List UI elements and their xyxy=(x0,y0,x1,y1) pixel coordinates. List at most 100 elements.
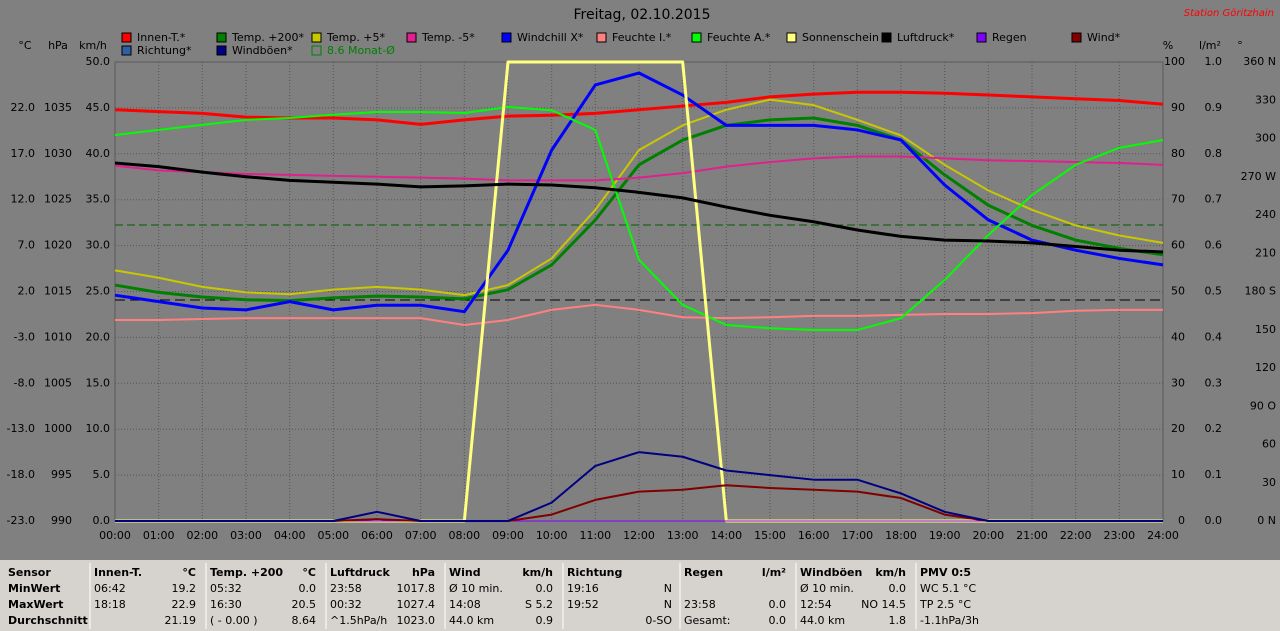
table-cell: 16:30 xyxy=(210,598,242,611)
x-tick-label: 08:00 xyxy=(448,529,480,542)
y-tick-label: 1020 xyxy=(44,239,72,252)
x-tick-label: 19:00 xyxy=(929,529,961,542)
table-cell: °C xyxy=(182,566,196,579)
y-tick-label: -18.0 xyxy=(7,468,35,481)
table-cell: ^1.5hPa/h xyxy=(330,614,387,627)
x-tick-label: 10:00 xyxy=(536,529,568,542)
legend-label: Windböen* xyxy=(232,44,293,57)
legend-label: Regen xyxy=(992,31,1027,44)
series-line xyxy=(115,303,1163,327)
y-tick-label: 40 xyxy=(1171,330,1185,343)
y-tick-label: 1030 xyxy=(44,147,72,160)
legend-label: 8.6 Monat-Ø xyxy=(327,44,395,57)
legend-label: Feuchte I.* xyxy=(612,31,672,44)
y-tick-label: 45.0 xyxy=(86,101,111,114)
y-tick-label: 1010 xyxy=(44,330,72,343)
axis-unit: km/h xyxy=(79,39,107,52)
y-tick-label: 90 O xyxy=(1250,399,1276,412)
legend-label: Windchill X* xyxy=(517,31,584,44)
table-cell: 19:52 xyxy=(567,598,599,611)
legend-swatch xyxy=(216,45,227,56)
table-cell: 0.0 xyxy=(299,582,317,595)
legend-label: Feuchte A.* xyxy=(707,31,771,44)
table-cell: 20.5 xyxy=(292,598,317,611)
y-tick-label: 150 xyxy=(1255,323,1276,336)
table-cell: 0.0 xyxy=(536,582,554,595)
table-cell: 12:54 xyxy=(800,598,832,611)
y-tick-label: 10 xyxy=(1171,468,1185,481)
table-cell: 0.0 xyxy=(769,598,787,611)
y-tick-label: 0.0 xyxy=(93,514,111,527)
table-cell: °C xyxy=(302,566,316,579)
y-tick-label: 50 xyxy=(1171,285,1185,298)
x-tick-label: 23:00 xyxy=(1103,529,1135,542)
legend-label: Temp. +5* xyxy=(326,31,386,44)
table-cell: 0.0 xyxy=(889,582,907,595)
legend-swatch xyxy=(1071,32,1082,43)
legend-swatch xyxy=(976,32,987,43)
table-cell: 0.9 xyxy=(536,614,554,627)
y-tick-label: 995 xyxy=(51,468,72,481)
y-tick-label: 15.0 xyxy=(86,376,111,389)
table-cell: MinWert xyxy=(8,582,60,595)
y-tick-label: -23.0 xyxy=(7,514,35,527)
table-cell: Luftdruck xyxy=(330,566,391,579)
y-tick-label: 17.0 xyxy=(11,147,36,160)
y-tick-label: 270 W xyxy=(1241,170,1276,183)
table-cell: Richtung xyxy=(567,566,622,579)
table-cell: Regen xyxy=(684,566,723,579)
table-cell: Sensor xyxy=(8,566,51,579)
y-tick-label: 25.0 xyxy=(86,285,111,298)
table-cell: 18:18 xyxy=(94,598,126,611)
y-tick-label: 22.0 xyxy=(11,101,36,114)
x-tick-label: 24:00 xyxy=(1147,529,1179,542)
stats-table: Sensor MinWert MaxWert Durchschnitt Innen-T.… xyxy=(8,563,979,629)
y-tick-label: 20.0 xyxy=(86,330,111,343)
legend-label: Richtung* xyxy=(137,44,192,57)
y-tick-label: 990 xyxy=(51,514,72,527)
station-name: Station Göritzhain xyxy=(1184,8,1274,19)
y-tick-label: 1000 xyxy=(44,422,72,435)
chart-title: Freitag, 02.10.2015 xyxy=(574,7,711,23)
y-tick-label: 20 xyxy=(1171,422,1185,435)
x-tick-label: 05:00 xyxy=(317,529,349,542)
y-tick-label: -13.0 xyxy=(7,422,35,435)
series-line xyxy=(114,71,1164,314)
y-tick-label: -8.0 xyxy=(14,376,35,389)
table-cell: Ø 10 min. xyxy=(449,582,503,595)
table-cell: Durchschnitt xyxy=(8,614,88,627)
axis-unit: l/m² xyxy=(1199,39,1221,52)
table-cell: 8.64 xyxy=(292,614,317,627)
table-cell: 06:42 xyxy=(94,582,126,595)
legend-swatch xyxy=(406,32,417,43)
y-tick-label: 0.9 xyxy=(1205,101,1223,114)
table-cell: ( - 0.00 ) xyxy=(210,614,258,627)
y-tick-label: 10.0 xyxy=(86,422,111,435)
x-tick-label: 02:00 xyxy=(186,529,218,542)
x-tick-label: 21:00 xyxy=(1016,529,1048,542)
y-tick-label: 0.7 xyxy=(1205,193,1223,206)
x-tick-label: 04:00 xyxy=(274,529,306,542)
legend-label: Luftdruck* xyxy=(897,31,955,44)
y-tick-label: 70 xyxy=(1171,193,1185,206)
y-tick-label: 90 xyxy=(1171,101,1185,114)
legend-label: Temp. -5* xyxy=(421,31,475,44)
axis-unit: hPa xyxy=(48,39,68,52)
x-tick-label: 14:00 xyxy=(710,529,742,542)
y-tick-label: 0.1 xyxy=(1205,468,1223,481)
table-cell: 19:16 xyxy=(567,582,599,595)
axis-unit: ° xyxy=(1237,39,1243,52)
x-tick-label: 01:00 xyxy=(143,529,175,542)
y-tick-label: 40.0 xyxy=(86,147,111,160)
y-tick-label: 1015 xyxy=(44,285,72,298)
table-cell: 05:32 xyxy=(210,582,242,595)
x-tick-label: 18:00 xyxy=(885,529,917,542)
table-cell: 14:08 xyxy=(449,598,481,611)
y-tick-label: 50.0 xyxy=(86,55,111,68)
legend-swatch xyxy=(881,32,892,43)
y-tick-label: 1005 xyxy=(44,376,72,389)
y-tick-label: 180 S xyxy=(1245,285,1276,298)
table-cell: MaxWert xyxy=(8,598,63,611)
table-cell: Ø 10 min. xyxy=(800,582,854,595)
